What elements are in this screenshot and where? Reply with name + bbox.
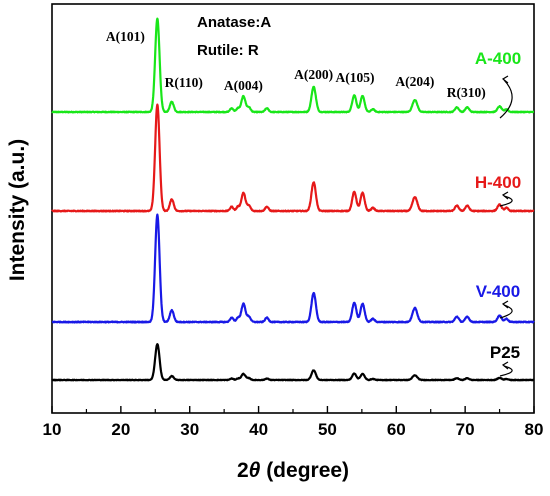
peak-labels: A(101) R(110) A(004) A(200) A(105) A(204) R(31…: [106, 29, 486, 100]
x-tick-label: 60: [387, 420, 406, 439]
series-label: A-400: [475, 49, 521, 68]
series-line: [51, 103, 535, 213]
legend-anatase: Anatase:A: [197, 14, 271, 31]
legend-rutile: Rutile: R: [197, 42, 259, 59]
x-axis-title-prefix: 2: [237, 459, 249, 482]
series-label: H-400: [475, 173, 521, 192]
series-lines: [51, 17, 535, 382]
series-label: P25: [490, 343, 520, 362]
peak-label: R(110): [165, 75, 203, 90]
series-label: V-400: [476, 282, 520, 301]
series-arrowhead: [501, 75, 509, 84]
peak-label: A(200): [294, 67, 333, 82]
series-arrow: [499, 195, 513, 207]
series-line: [51, 213, 535, 324]
series-arrow: [499, 365, 513, 377]
series-line: [51, 17, 535, 114]
series-arrowhead: [501, 300, 509, 309]
x-axis-ticks: [51, 406, 535, 413]
x-tick-label: 30: [180, 420, 199, 439]
series-arrowhead: [501, 361, 509, 370]
x-tick-label: 20: [111, 420, 130, 439]
peak-label: A(101): [106, 29, 145, 44]
plot-frame: [51, 3, 535, 414]
x-tick-label: 50: [318, 420, 337, 439]
peak-label: A(004): [224, 78, 263, 93]
y-axis-title: Intensity (a.u.): [6, 139, 29, 281]
x-axis-title-theta: θ: [249, 459, 261, 482]
x-tick-label: 70: [456, 420, 475, 439]
series-line: [51, 343, 535, 382]
x-tick-label: 40: [249, 420, 268, 439]
x-tick-label: 10: [43, 420, 62, 439]
x-axis-tick-labels: 10 20 30 40 50 60 70 80: [43, 420, 544, 439]
x-axis-title-suffix: (degree): [260, 459, 349, 482]
series-arrow: [499, 79, 513, 119]
x-axis-title: 2θ (degree): [237, 459, 349, 482]
series-arrows: [499, 75, 513, 377]
x-tick-label: 80: [525, 420, 544, 439]
peak-label: A(105): [335, 70, 374, 85]
series-arrowhead: [501, 191, 509, 200]
peak-label: R(310): [447, 85, 486, 100]
peak-label: A(204): [395, 74, 434, 89]
series-arrow: [499, 304, 513, 319]
series-labels: A-400 H-400 V-400 P25: [475, 49, 521, 362]
